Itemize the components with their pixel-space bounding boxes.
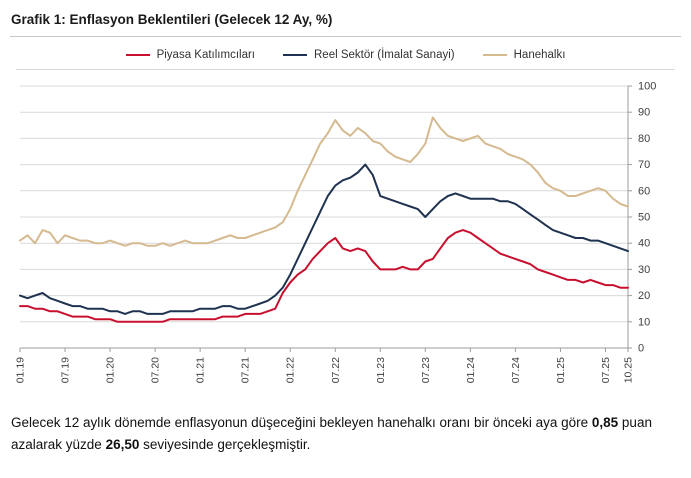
legend-swatch-hanehalki <box>482 53 507 57</box>
svg-text:01.25: 01.25 <box>555 357 567 383</box>
svg-text:10.25: 10.25 <box>623 357 635 383</box>
legend-item-piyasa: Piyasa Katılımcıları <box>125 49 255 61</box>
footnote-text: seviyesinde gerçekleşmiştir. <box>139 437 311 453</box>
svg-text:07.22: 07.22 <box>330 357 342 383</box>
chart-legend: Piyasa Katılımcıları Reel Sektör (İmalat… <box>16 39 675 70</box>
footnote-value-change: 0,85 <box>591 415 619 430</box>
legend-item-reel-sektor: Reel Sektör (İmalat Sanayi) <box>283 49 455 61</box>
svg-text:01.19: 01.19 <box>15 357 27 383</box>
svg-text:70: 70 <box>638 159 650 171</box>
legend-swatch-reel-sektor <box>283 53 307 57</box>
svg-text:0: 0 <box>638 343 644 355</box>
svg-text:01.20: 01.20 <box>105 357 117 383</box>
svg-text:10: 10 <box>638 316 650 328</box>
svg-text:01.21: 01.21 <box>195 357 207 383</box>
svg-text:20: 20 <box>638 290 650 302</box>
svg-text:07.24: 07.24 <box>510 357 522 383</box>
legend-swatch-piyasa <box>125 53 150 57</box>
chart-title: Grafik 1: Enflasyon Beklentileri (Gelece… <box>10 8 681 37</box>
svg-text:01.22: 01.22 <box>285 357 297 383</box>
chart-svg: 0 10 20 30 40 50 60 70 80 90 100 01.19 07.19 01.20 07.… <box>15 81 657 384</box>
svg-text:100: 100 <box>638 81 656 93</box>
footnote-text: Gelecek 12 aylık dönemde enflasyonun düş… <box>11 415 592 430</box>
footnote-text: puan azalarak yüzde <box>11 415 652 453</box>
svg-text:01.24: 01.24 <box>465 357 477 383</box>
footnote-value-level: 26,50 <box>105 437 140 453</box>
report-page: Grafik 1: Enflasyon Beklentileri (Gelece… <box>10 8 681 467</box>
chart-footnote: Gelecek 12 aylık dönemde enflasyonun düş… <box>10 404 681 467</box>
legend-label-hanehalki: Hanehalkı <box>513 49 566 61</box>
svg-text:07.19: 07.19 <box>60 357 72 383</box>
svg-text:80: 80 <box>638 133 650 145</box>
svg-text:50: 50 <box>638 212 650 224</box>
svg-text:01.23: 01.23 <box>375 357 387 383</box>
svg-text:07.25: 07.25 <box>600 357 612 383</box>
svg-text:90: 90 <box>638 107 650 119</box>
svg-text:07.20: 07.20 <box>150 357 162 383</box>
chart-area: 0 10 20 30 40 50 60 70 80 90 100 01.19 07.19 01.20 07.… <box>10 70 681 404</box>
legend-label-piyasa: Piyasa Katılımcıları <box>156 49 255 61</box>
svg-text:07.23: 07.23 <box>420 357 432 383</box>
legend-label-reel-sektor: Reel Sektör (İmalat Sanayi) <box>314 49 455 61</box>
legend-item-hanehalki: Hanehalkı <box>482 49 566 61</box>
svg-text:40: 40 <box>638 238 650 250</box>
svg-text:60: 60 <box>638 185 650 197</box>
svg-text:30: 30 <box>638 264 650 276</box>
svg-text:07.21: 07.21 <box>240 357 252 383</box>
